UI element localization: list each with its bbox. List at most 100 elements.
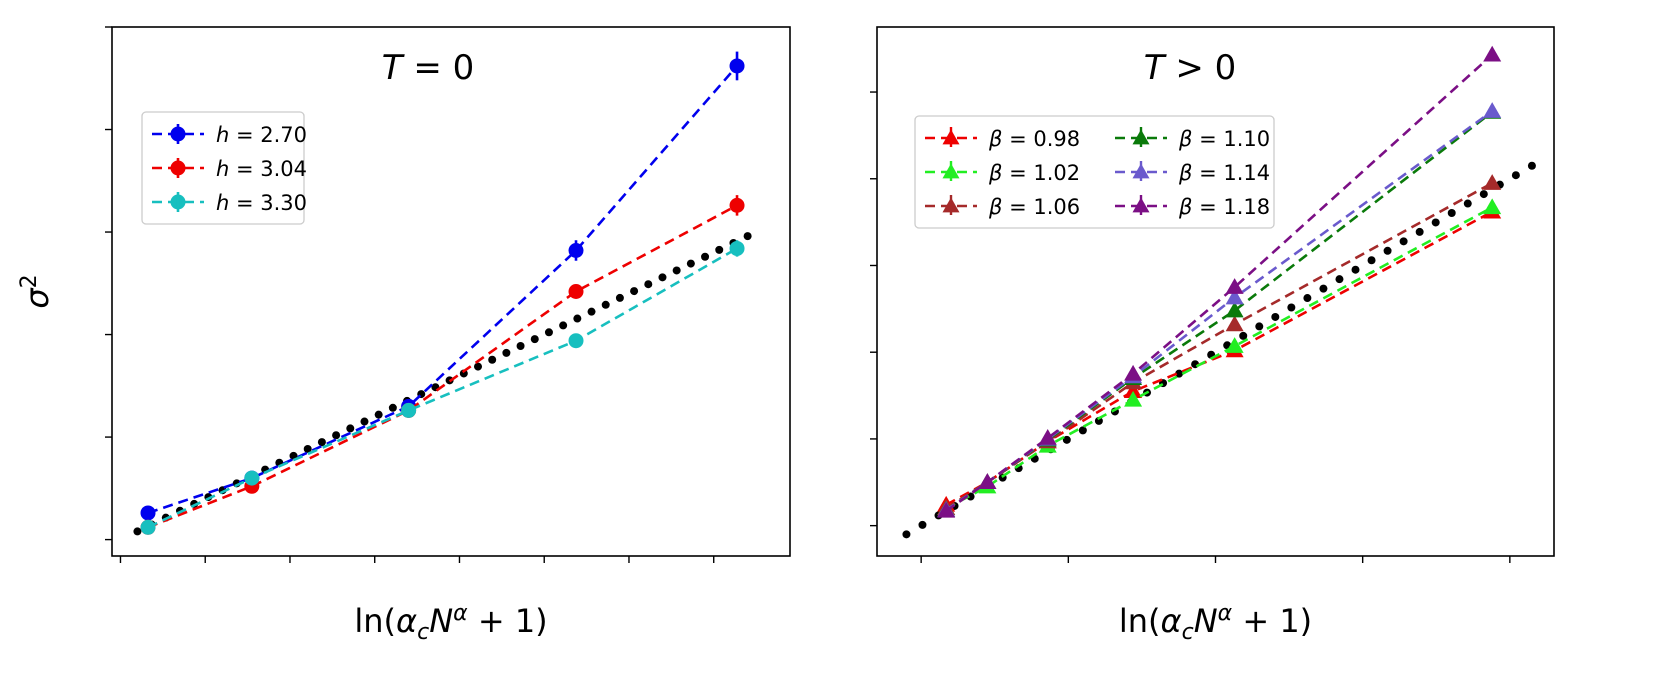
data-point [1483,102,1502,118]
reference-dot [1239,331,1248,340]
reference-dot [530,335,539,344]
reference-dot [966,492,975,501]
reference-dot [1367,256,1376,265]
reference-dot [502,348,511,357]
reference-dot [1078,426,1087,435]
reference-dot [902,530,911,539]
series-line [945,210,1493,506]
data-point [1483,198,1502,215]
reference-dot [918,520,927,529]
data-point [1225,315,1244,332]
reference-dot [1511,171,1520,180]
reference-dot [686,259,695,268]
reference-dot [1383,246,1392,255]
legend-entry: h = 2.70 [152,123,307,147]
reference-dot [544,328,553,337]
series-3 [140,240,745,535]
reference-dot [317,438,326,447]
reference-dot [644,280,653,289]
reference-dot [374,410,383,419]
legend-entry: β = 0.98 [925,127,1080,151]
reference-dot [360,417,369,426]
legend-label: h = 3.04 [216,157,307,181]
reference-dot [1175,369,1184,378]
reference-dot [573,314,582,323]
reference-dot [516,342,525,351]
data-point [1483,45,1502,62]
data-point [140,505,156,521]
reference-dot [1431,218,1440,227]
data-point [568,284,584,299]
legend-label: h = 2.70 [216,123,307,147]
reference-dot [1447,209,1456,218]
reference-dot [701,252,710,261]
reference-dot [1062,435,1071,444]
series-line [147,204,738,529]
data-point [568,242,584,258]
legend-label: β = 0.98 [988,127,1080,151]
reference-dot [1527,161,1536,170]
reference-dot [715,245,724,254]
reference-dot [1094,416,1103,425]
data-point [729,197,745,213]
panel-title: T > 0 [1144,48,1237,88]
data-point [1225,278,1244,294]
legend-entry: h = 3.04 [152,157,307,181]
reference-dot [474,362,483,371]
legend-entry: β = 1.10 [1115,127,1270,151]
data-point [140,519,156,535]
reference-dot [615,293,624,302]
reference-dot [1351,265,1360,274]
legend-label: β = 1.18 [1178,195,1270,219]
series-6 [937,45,1502,518]
reference-dot [1335,275,1344,284]
data-point [978,473,997,490]
legend-entry: h = 3.30 [152,191,307,215]
reference-dot [601,300,610,309]
legend: β = 0.98 β = 1.02 β = 1.06 β = 1.10 β = 1.14… [914,115,1275,229]
reference-dot [1255,322,1264,331]
data-point [1124,364,1143,381]
reference-dot [488,355,497,364]
reference-dot [630,287,639,296]
reference-dot [587,307,596,316]
data-point [1038,429,1057,445]
data-point [1225,337,1244,353]
data-point [729,240,745,256]
series-line [147,247,738,529]
y-axis-label: σ2 [17,274,56,308]
legend: h = 2.70 h = 3.04 h = 3.30 [141,111,307,225]
x-axis-label: ln(αcNα + 1) [354,601,547,645]
reference-dot [1415,227,1424,236]
reference-dot [1463,199,1472,208]
plot-frame [111,26,791,557]
reference-dot [559,321,568,330]
reference-dot [1479,190,1488,199]
legend-label: β = 1.02 [988,161,1080,185]
panel-b: ln(αcNα + 1) T > 0 β = 0.98 β = 1.02 β = 1.0… [870,26,1555,645]
legend-label: β = 1.14 [1178,161,1270,185]
data-point [937,501,956,518]
legend-entry: β = 1.02 [925,161,1080,185]
reference-dot [388,403,397,412]
reference-dot [1303,294,1312,303]
x-axis-label: ln(αcNα + 1) [1119,601,1312,645]
reference-dot [303,444,312,453]
reference-dot [1271,312,1280,321]
data-point [1483,174,1502,190]
legend-box [914,115,1275,229]
data-point [729,58,745,74]
reference-dot [1287,303,1296,312]
panel-a: ln(αcNα + 1) σ2 T = 0 h = 2.70 h = 3.04 h = 3… [17,26,791,645]
reference-dot [658,273,667,282]
reference-dot [332,431,341,440]
reference-dot [459,369,468,378]
panel-title: T = 0 [382,48,475,88]
data-point [1225,288,1244,305]
data-point [244,470,260,486]
legend-entry: β = 1.18 [1115,195,1270,219]
series-line [945,181,1493,510]
legend-entry: β = 1.06 [925,195,1080,219]
